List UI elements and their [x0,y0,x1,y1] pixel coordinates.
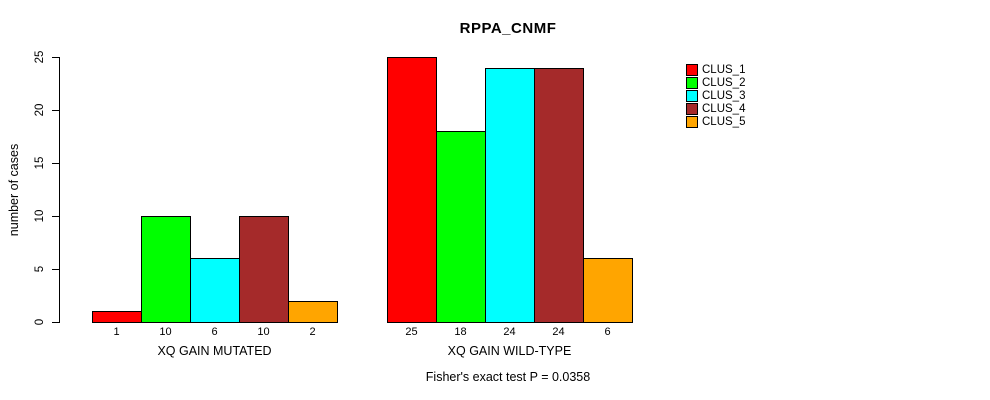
bar-value-label: 10 [257,326,270,338]
legend-label: CLUS_4 [702,103,746,115]
y-tick-mark [52,110,59,111]
y-tick-mark [52,57,59,58]
y-tick-label-text: 20 [34,103,46,117]
bar [387,57,437,323]
bar [141,216,191,323]
legend-swatch [686,103,698,115]
bar [190,258,240,323]
legend-label: CLUS_3 [702,90,746,102]
x-axis-group-label: XQ GAIN WILD-TYPE [447,344,572,358]
bar-value-label: 18 [454,326,467,338]
bar [239,216,289,323]
footer-note: Fisher's exact test P = 0.0358 [425,370,591,384]
bar [534,68,584,323]
bar-value-label: 10 [159,326,172,338]
bar-value-label: 25 [405,326,418,338]
y-tick-mark [52,163,59,164]
bar-value-label: 24 [552,326,565,338]
y-tick-label-text: 10 [34,209,46,223]
y-tick-label-text: 5 [34,265,46,273]
bar-value-label: 1 [113,326,120,338]
bar [436,131,486,323]
y-tick-label-text: 0 [34,318,46,326]
chart-title: RPPA_CNMF [459,20,557,37]
bar-value-label: 6 [604,326,611,338]
y-axis-line [59,57,60,323]
y-tick-label-text: 15 [34,156,46,170]
bar [485,68,535,323]
bar-value-label: 24 [503,326,516,338]
x-axis-group-label: XQ GAIN MUTATED [157,344,272,358]
legend-swatch [686,64,698,76]
bar [288,301,338,323]
bar-value-label: 2 [309,326,316,338]
legend-swatch [686,90,698,102]
legend-swatch [686,116,698,128]
bar [92,311,142,323]
y-tick-mark [52,216,59,217]
y-tick-label-text: 25 [34,50,46,64]
y-tick-mark [52,269,59,270]
legend-label: CLUS_2 [702,77,746,89]
bar [583,258,633,323]
bar-value-label: 6 [211,326,218,338]
y-tick-mark [52,322,59,323]
legend-swatch [686,77,698,89]
legend-label: CLUS_1 [702,64,746,76]
legend-label: CLUS_5 [702,116,746,128]
